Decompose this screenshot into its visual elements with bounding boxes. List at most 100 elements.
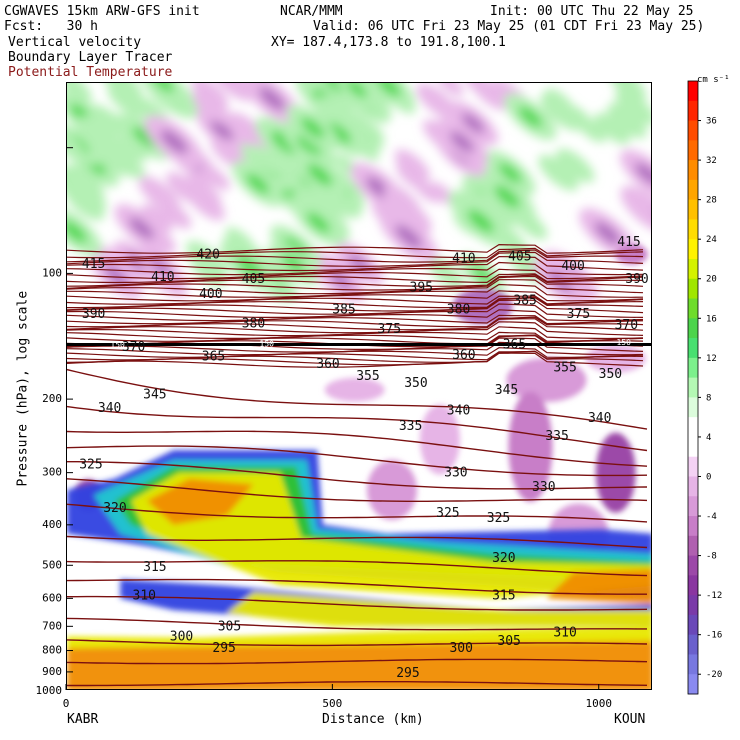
colorbar-swatch [688, 456, 698, 477]
theta-label: 400 [561, 259, 584, 274]
updraft-cell [608, 83, 647, 102]
updraft-core [306, 212, 331, 234]
tropopause-label: 150 [616, 338, 631, 347]
theta-label: 375 [567, 307, 590, 322]
theta-isentrope-lower [67, 535, 648, 549]
updraft-core [245, 173, 270, 195]
theta-isentrope-upper [67, 251, 644, 267]
tracer-layer [130, 472, 651, 599]
y-tick-labels: 100 200 300 400 500 600 700 800 900 1000 [36, 266, 63, 697]
theta-isentrope-lower [67, 595, 648, 611]
vertical-velocity-cells [67, 83, 651, 306]
updraft-core [518, 106, 543, 128]
colorbar-swatch [688, 436, 698, 458]
updraft-core [498, 162, 522, 184]
updraft-cell [594, 112, 631, 145]
theta-isentrope-lower [67, 578, 647, 595]
downdraft-core [634, 162, 651, 186]
colorbar-swatch [688, 258, 698, 280]
potential-temperature-contours [67, 243, 651, 687]
downdraft-core [259, 87, 286, 111]
downdraft-cell [141, 204, 173, 232]
theta-isentrope-upper [67, 243, 644, 254]
updraft-core [300, 117, 325, 139]
colorbar-swatch [688, 357, 698, 379]
colorbar-tick-label: 32 [706, 156, 717, 166]
theta-label: 315 [492, 588, 515, 603]
colorbar-tick-label: 12 [706, 354, 717, 364]
theta-label: 330 [532, 480, 555, 495]
colorbar-swatch [688, 397, 698, 418]
downdraft-cell [192, 91, 229, 124]
colorbar-tick-label: 16 [706, 314, 717, 324]
colorbar-tick-label: 24 [706, 235, 717, 245]
theta-label: 325 [79, 458, 102, 473]
theta-isentrope-upper [67, 247, 644, 259]
tracer-layer [546, 568, 651, 605]
updraft-core [236, 255, 263, 279]
updraft-core [494, 185, 521, 209]
model-title: CGWAVES 15km ARW-GFS init [4, 4, 200, 19]
colorbar-swatch [688, 160, 698, 181]
theta-isentrope-upper [67, 299, 644, 315]
colorbar-swatch [688, 516, 698, 537]
theta-isentrope-upper [67, 326, 644, 340]
valid-time: Valid: 06 UTC Fri 23 May 25 (01 CDT Fri … [313, 19, 705, 34]
colorbar-swatch [688, 140, 698, 161]
downdraft-core [449, 131, 475, 153]
theta-label: 370 [615, 318, 638, 333]
downdraft-cell [191, 83, 229, 110]
colorbar-swatch [688, 555, 698, 576]
colorbar-swatch [688, 674, 698, 695]
colorbar-tick-label: -16 [706, 631, 722, 641]
downdraft-core [461, 112, 485, 134]
updraft-cell [615, 89, 651, 125]
x-end-station: KOUN [614, 712, 646, 727]
theta-label: 305 [218, 619, 241, 634]
y-tick-label: 100 [42, 266, 62, 279]
theta-label: 305 [497, 634, 520, 649]
theta-label: 365 [503, 337, 526, 352]
theta-label: 360 [316, 357, 339, 372]
y-tick-label: 1000 [36, 684, 63, 697]
y-tick-label: 900 [42, 665, 62, 678]
tropopause-label: 150 [110, 340, 125, 349]
updraft-cell [67, 184, 105, 221]
updraft-cell [100, 83, 143, 102]
theta-isentrope-lower [67, 445, 648, 477]
field-label-vertical-velocity: Vertical velocity [8, 35, 142, 50]
theta-label: 310 [133, 588, 156, 603]
theta-label: 345 [495, 383, 518, 398]
theta-isentrope-upper [67, 275, 644, 291]
colorbar-tick-label: -8 [706, 552, 717, 562]
theta-label: 400 [199, 287, 222, 302]
theta-isentrope-upper [67, 279, 644, 295]
updraft-core [346, 83, 368, 98]
theta-label: 350 [599, 367, 622, 382]
theta-label: 295 [212, 641, 235, 656]
y-tick-label: 700 [42, 619, 62, 632]
updraft-cell [118, 135, 148, 162]
theta-isentrope-upper [67, 283, 644, 298]
theta-label: 365 [202, 349, 225, 364]
colorbar-tick-label: 4 [706, 433, 711, 443]
downdraft-cell [158, 199, 192, 229]
colorbar-swatch [688, 535, 698, 557]
downdraft-region [366, 459, 417, 520]
updraft-cell [67, 129, 87, 162]
downdraft-core [329, 270, 352, 291]
colorbar-swatch [688, 575, 698, 596]
theta-label: 405 [242, 272, 265, 287]
downdraft-cell [213, 83, 254, 101]
theta-isentrope-lower [67, 617, 647, 631]
updraft-core [132, 126, 157, 148]
theta-isentrope-upper [67, 309, 644, 322]
theta-label: 345 [143, 388, 166, 403]
tracer-layer [67, 636, 651, 689]
theta-isentrope-lower [67, 368, 648, 430]
theta-isentrope-lower [67, 503, 648, 523]
theta-isentrope-upper [67, 347, 644, 358]
downdraft-core [129, 217, 155, 240]
downdraft-cell [226, 112, 270, 151]
field-label-boundary-layer-tracer: Boundary Layer Tracer [8, 50, 173, 65]
